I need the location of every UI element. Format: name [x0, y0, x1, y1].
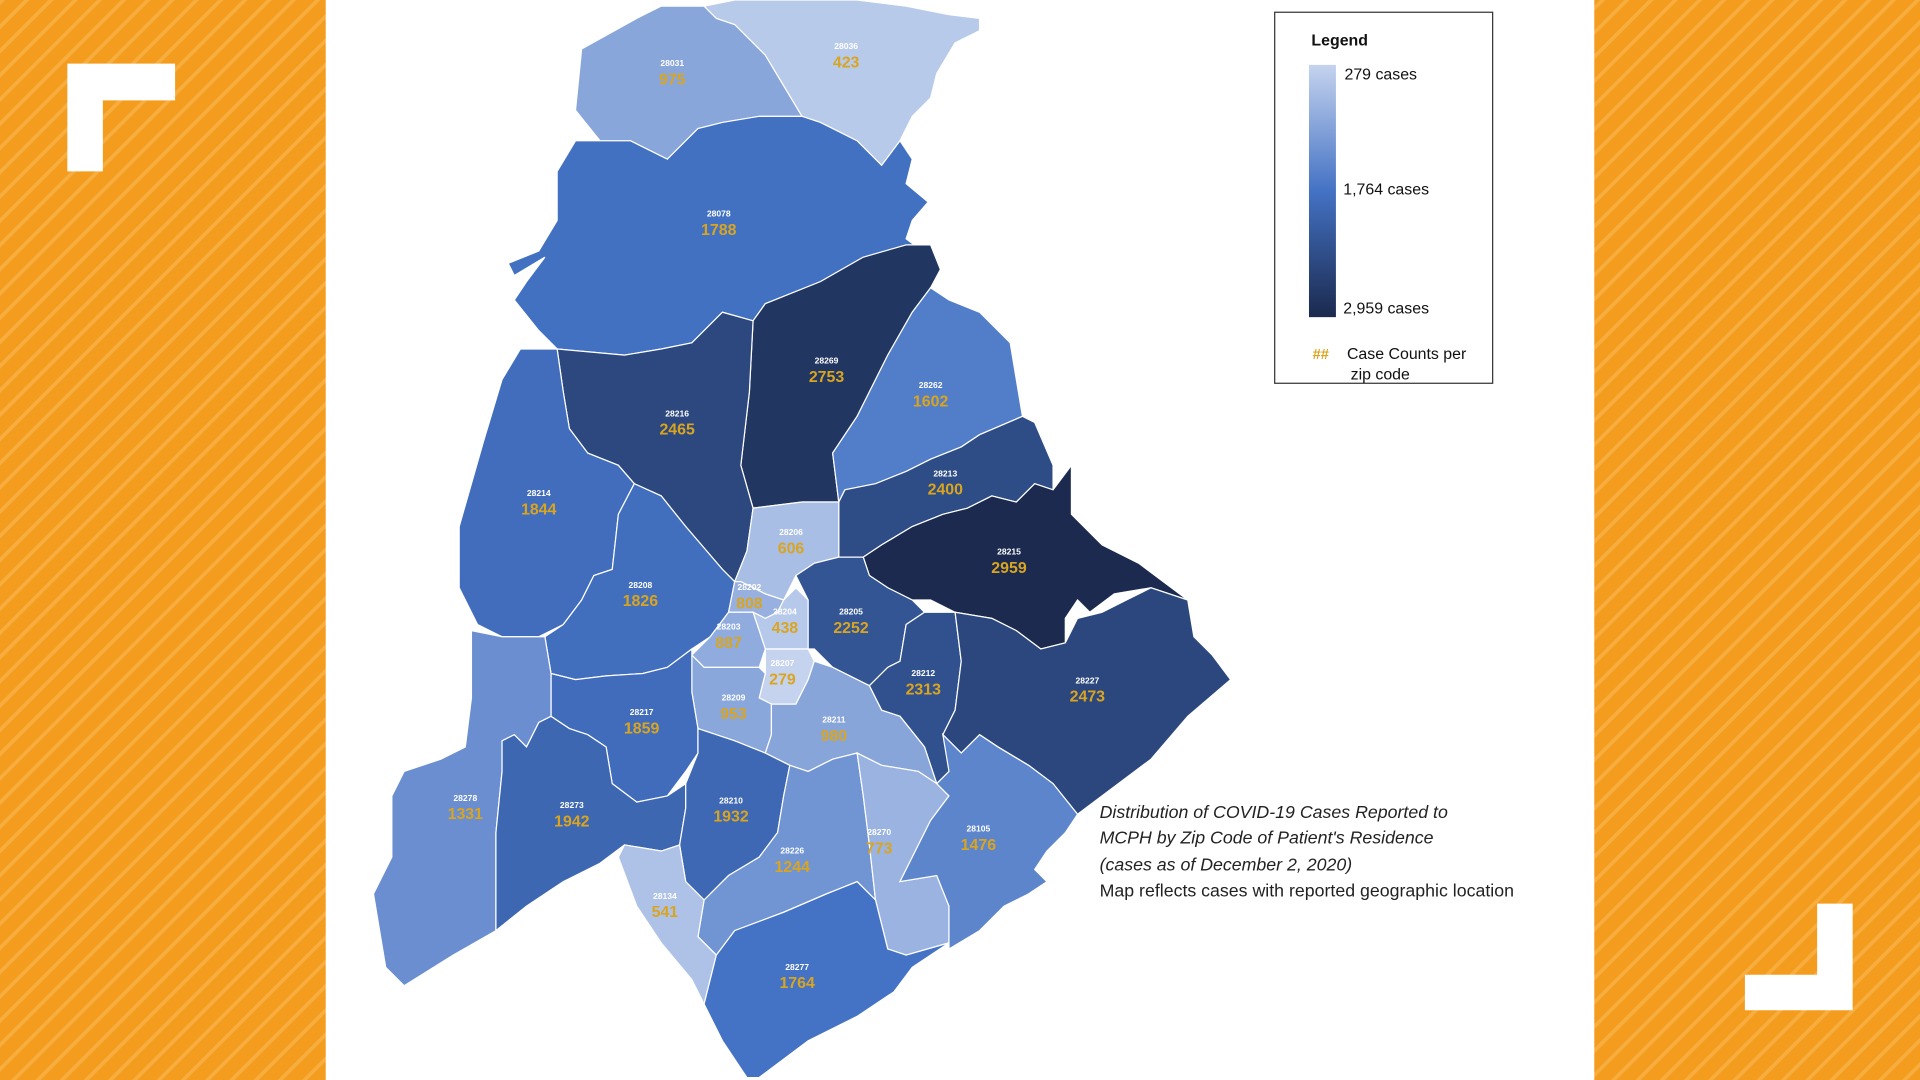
zip-code: 28208 — [629, 580, 653, 590]
zip-code: 28211 — [822, 714, 846, 724]
legend-label: 2,959 cases — [1343, 300, 1429, 317]
case-count: 438 — [772, 620, 799, 637]
legend-marker: ## — [1313, 347, 1329, 363]
case-count: 2400 — [928, 482, 964, 499]
case-count: 2465 — [659, 422, 695, 439]
case-count: 2473 — [1070, 689, 1106, 706]
zip-code: 28078 — [707, 209, 731, 219]
zip-code: 28216 — [665, 408, 689, 418]
legend-title: Legend — [1311, 32, 1368, 49]
case-count: 773 — [866, 840, 893, 857]
legend-note: zip code — [1351, 367, 1410, 384]
zip-region — [703, 880, 950, 1079]
case-count: 953 — [720, 706, 747, 723]
case-count: 1859 — [624, 720, 660, 737]
zip-code: 28227 — [1075, 675, 1099, 685]
case-count: 2959 — [991, 560, 1027, 577]
case-count: 1788 — [701, 222, 737, 239]
zip-code: 28209 — [722, 692, 746, 702]
left-panel — [0, 0, 326, 1080]
case-count: 606 — [778, 540, 805, 557]
zip-code: 28210 — [719, 795, 743, 805]
zip-code: 28226 — [780, 845, 804, 855]
zip-code: 28203 — [717, 621, 741, 631]
case-count: 1244 — [775, 859, 811, 876]
corner-bracket — [67, 63, 176, 172]
legend-label: 279 cases — [1344, 67, 1417, 84]
zip-region — [898, 732, 1079, 951]
case-count: 1826 — [623, 593, 659, 610]
case-count: 975 — [659, 71, 686, 88]
zip-code: 28031 — [660, 58, 684, 68]
case-count: 423 — [833, 54, 860, 71]
right-panel — [1594, 0, 1920, 1080]
caption: Distribution of COVID-19 Cases Reported … — [1100, 802, 1448, 822]
case-count: 1764 — [779, 975, 815, 992]
zip-region — [702, 0, 981, 167]
zip-code: 28205 — [839, 607, 863, 617]
caption: MCPH by Zip Code of Patient's Residence — [1100, 828, 1434, 848]
zip-code: 28207 — [771, 658, 795, 668]
case-count: 2753 — [809, 369, 845, 386]
legend: Legend 279 cases 1,764 cases 2,959 cases… — [1274, 11, 1494, 384]
legend-label: 1,764 cases — [1343, 182, 1429, 199]
case-count: 2313 — [906, 681, 942, 698]
case-count: 1844 — [521, 501, 557, 518]
zip-code: 28262 — [919, 380, 943, 390]
zip-code: 28278 — [453, 793, 477, 803]
zip-code: 28277 — [785, 962, 809, 972]
case-count: 2252 — [833, 620, 869, 637]
case-count: 808 — [736, 596, 763, 613]
zip-code: 28215 — [997, 547, 1021, 557]
case-count: 980 — [821, 728, 848, 745]
case-count: 1476 — [961, 837, 997, 854]
zip-code: 28214 — [527, 488, 551, 498]
zip-code: 28105 — [966, 823, 990, 833]
zip-code: 28270 — [867, 827, 891, 837]
zip-code: 28134 — [653, 891, 677, 901]
region-labels: 28031 975 28036 423 28078 1788 28269 2753 28216 2… — [448, 41, 1106, 992]
legend-gradient — [1308, 64, 1336, 318]
zip-code: 28204 — [773, 607, 797, 617]
zip-code: 28212 — [911, 668, 935, 678]
caption: Map reflects cases with reported geograp… — [1100, 880, 1514, 900]
case-count: 1942 — [554, 814, 590, 831]
map-regions — [372, 0, 1232, 1079]
case-count: 541 — [652, 904, 679, 921]
case-count: 1932 — [713, 809, 749, 826]
case-count: 1331 — [448, 806, 484, 823]
case-count: 1602 — [913, 394, 949, 411]
case-count: 279 — [769, 671, 796, 688]
case-count: 887 — [715, 635, 742, 652]
zip-code: 28036 — [834, 41, 858, 51]
zip-code: 28269 — [815, 356, 839, 366]
zip-code: 28206 — [779, 527, 803, 537]
zip-code: 28202 — [737, 582, 761, 592]
zip-code: 28273 — [560, 800, 584, 810]
zip-code: 28217 — [630, 707, 654, 717]
zip-code: 28213 — [933, 468, 957, 478]
caption: (cases as of December 2, 2020) — [1100, 855, 1353, 875]
corner-bracket — [1744, 903, 1853, 1011]
legend-note: Case Counts per — [1347, 346, 1467, 363]
